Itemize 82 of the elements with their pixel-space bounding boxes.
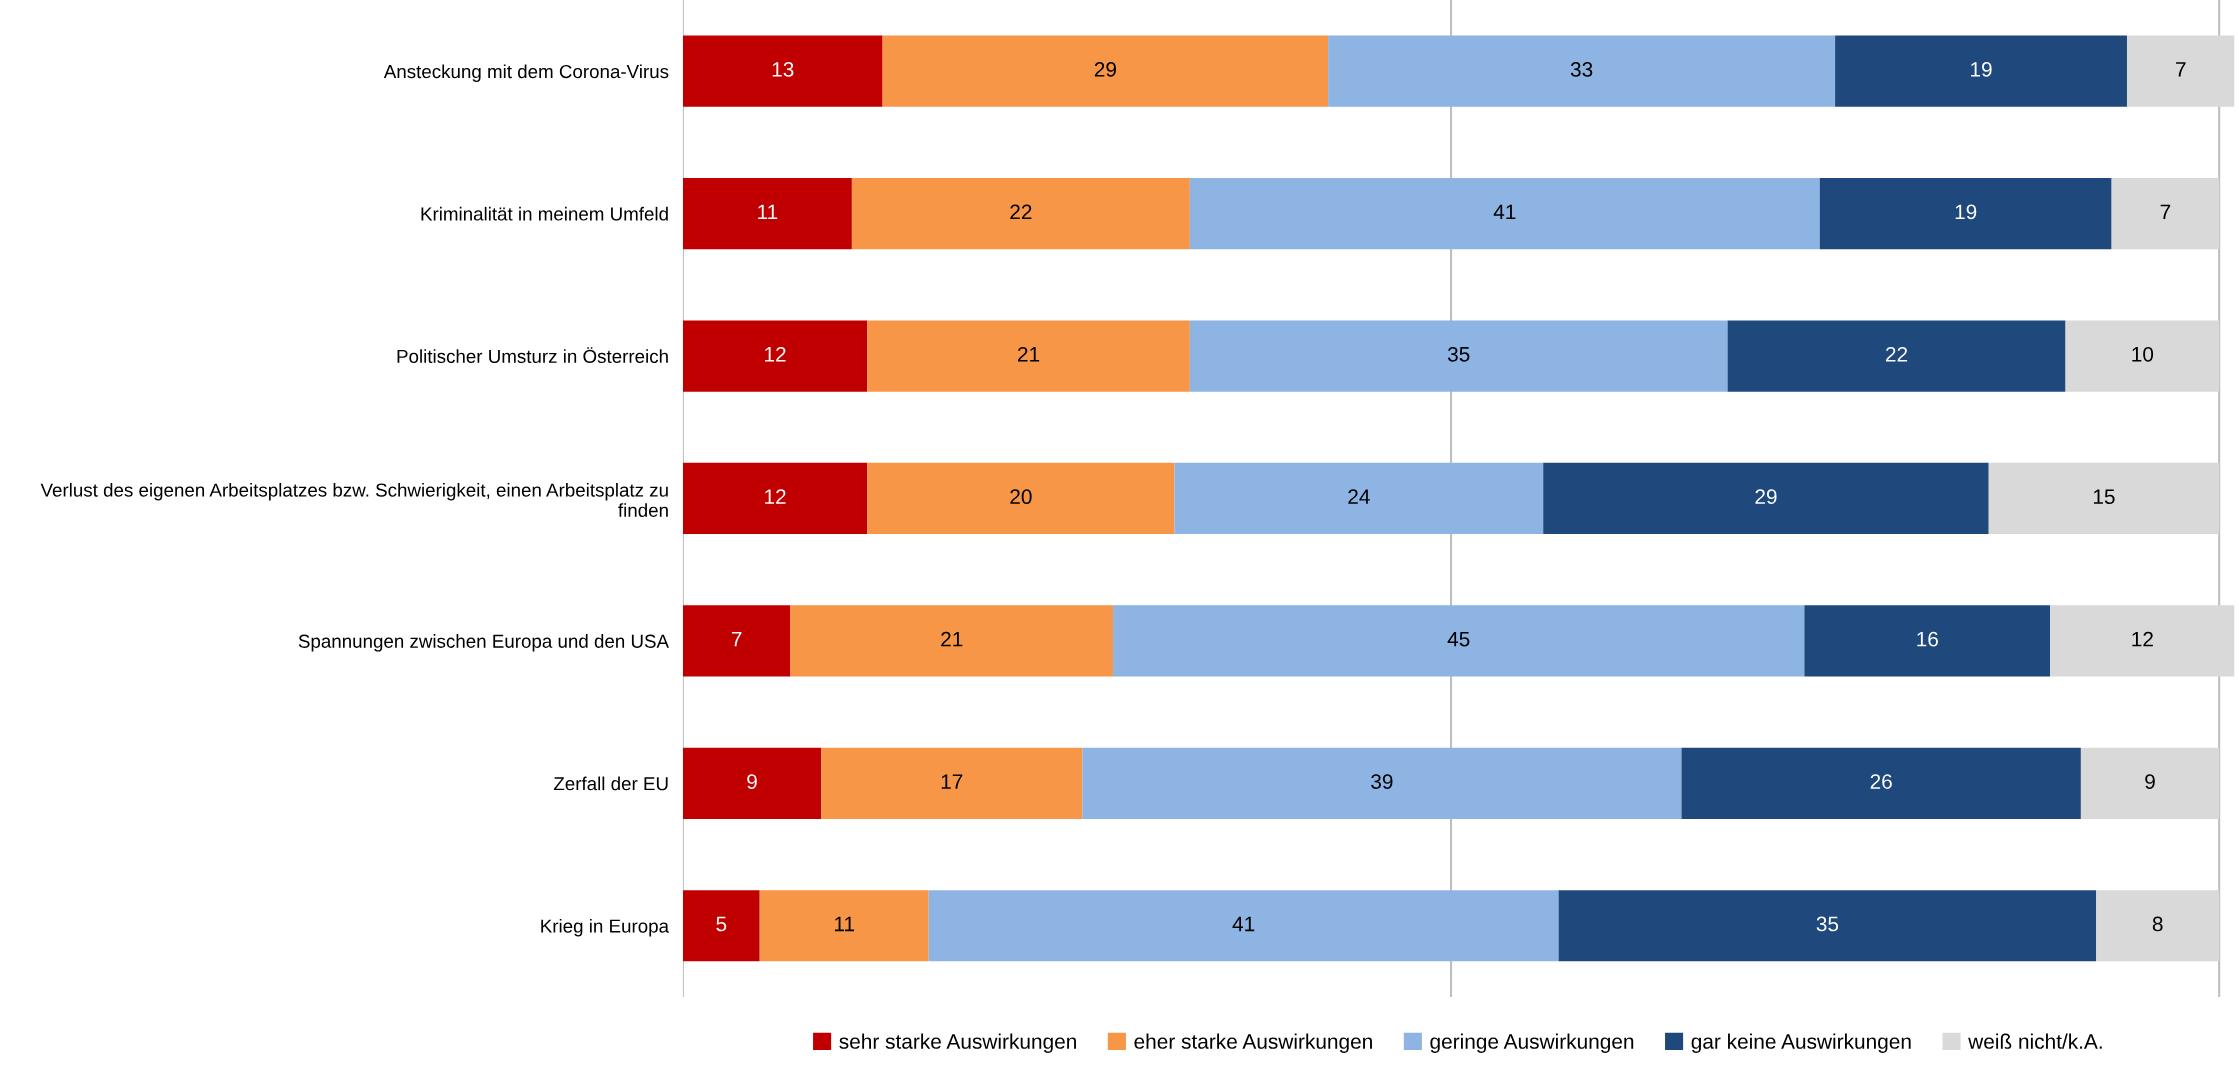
data-label: 45 [1447, 631, 1470, 647]
bar [1681, 747, 2081, 819]
data-label: 19 [1971, 62, 1992, 77]
y-tick-label: Ansteckung mit dem Corona-Virus [383, 64, 669, 82]
bar [867, 462, 1175, 535]
bar [1082, 747, 1682, 819]
bar [682, 35, 883, 107]
legend-label: gar keine Auswirkungen [1691, 1033, 1911, 1053]
bar [1543, 462, 1989, 535]
legend-label: eher starke Auswirkungen [1134, 1033, 1372, 1053]
bar [1189, 178, 1820, 250]
y-tick-label: Kriminalität in meinem Umfeld [421, 206, 668, 221]
data-label: 10 [2132, 346, 2154, 362]
data-label: 12 [2132, 631, 2153, 647]
data-label: 22 [1886, 346, 1908, 362]
bar [682, 890, 760, 962]
bar [2050, 605, 2235, 677]
data-label: 7 [731, 631, 742, 647]
data-label: 12 [765, 346, 786, 362]
bar [821, 747, 1083, 819]
bar [2126, 35, 2235, 107]
data-label: 41 [1493, 204, 1516, 220]
bar [682, 462, 868, 535]
bar [851, 178, 1190, 250]
data-label: 29 [1755, 489, 1777, 505]
data-label: 9 [747, 774, 757, 789]
bar [2096, 890, 2220, 962]
y-tick-label: Krieg in Europa [541, 918, 670, 937]
bar [928, 890, 1559, 962]
bar [867, 320, 1190, 392]
bar [1835, 35, 2127, 107]
bar [1727, 320, 2066, 392]
data-label: 7 [2176, 62, 2186, 77]
data-label: 9 [2145, 774, 2155, 789]
data-label: 33 [1570, 62, 1593, 77]
data-label: 22 [1010, 204, 1032, 220]
bar [2065, 320, 2220, 392]
data-label: 39 [1371, 774, 1393, 789]
data-label: 35 [1447, 346, 1470, 362]
data-label: 19 [1955, 204, 1977, 220]
bar [682, 605, 791, 677]
bar [2080, 747, 2220, 819]
data-label: 13 [772, 62, 794, 77]
data-label: 20 [1010, 489, 1032, 505]
data-label: 12 [765, 489, 786, 504]
bar [1174, 462, 1544, 535]
data-label: 41 [1232, 916, 1255, 932]
data-label: 5 [716, 916, 727, 932]
data-label: 11 [834, 916, 855, 932]
bar [682, 747, 822, 819]
data-label: 8 [2152, 916, 2163, 932]
bar [682, 178, 852, 250]
y-tick-label: Zerfall der EU [553, 776, 668, 791]
legend-label: sehr starke Auswirkungen [839, 1033, 1076, 1053]
data-label: 24 [1348, 489, 1370, 504]
data-label: 16 [1917, 631, 1938, 647]
data-label: 29 [1094, 62, 1116, 77]
data-label: 26 [1870, 774, 1892, 789]
y-tick-label: Verlust des eigenen Arbeitsplatzes bzw. Schwierigkeit, einen Arbeitsplatz zu finden [40, 482, 668, 517]
bar [1558, 890, 2097, 962]
bar [682, 320, 868, 392]
bar [1189, 320, 1728, 392]
data-label: 35 [1816, 916, 1839, 932]
bar [759, 890, 929, 962]
data-label: 7 [2160, 204, 2171, 220]
data-label: 11 [758, 204, 778, 220]
bar [1819, 178, 2112, 250]
legend-label: weiß nicht/k.A. [1968, 1033, 2102, 1049]
bar [1328, 35, 1836, 107]
legend-label: geringe Auswirkungen [1430, 1033, 1634, 1053]
data-label: 21 [1018, 346, 1040, 362]
data-label: 17 [941, 774, 963, 789]
data-label: 15 [2093, 489, 2115, 505]
y-tick-label: Spannungen zwischen Europa und den USA [298, 634, 669, 652]
data-label: 21 [941, 631, 963, 647]
bar [1804, 605, 2051, 677]
bar [790, 605, 1114, 677]
bar [882, 35, 1329, 107]
bar [1988, 462, 2220, 535]
bar [2111, 178, 2220, 250]
bar [1113, 605, 1805, 677]
y-tick-label: Politischer Umsturz in Österreich [397, 347, 668, 364]
